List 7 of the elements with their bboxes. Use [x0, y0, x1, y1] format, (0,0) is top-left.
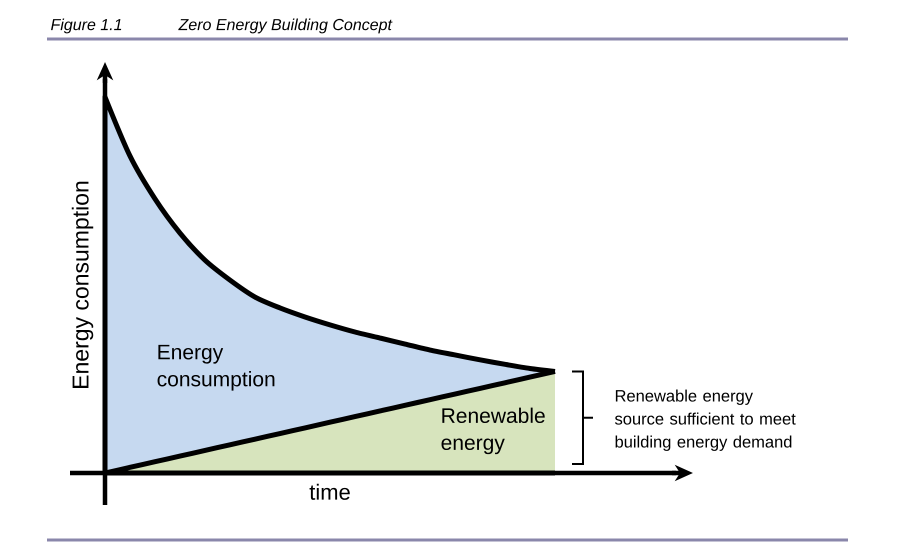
caption: Figure 1.1 [51, 18, 122, 34]
legend-label: Renewable energy [442, 408, 545, 454]
x-axis-title: time [310, 484, 350, 500]
chart-title: Zero Energy Building Concept [178, 18, 393, 34]
series-label: Energy consumption [158, 344, 274, 391]
y-axis-title: Energy consumption [72, 182, 94, 388]
text: Renewable energy source sufficient to meet building energy demand [614, 390, 796, 451]
